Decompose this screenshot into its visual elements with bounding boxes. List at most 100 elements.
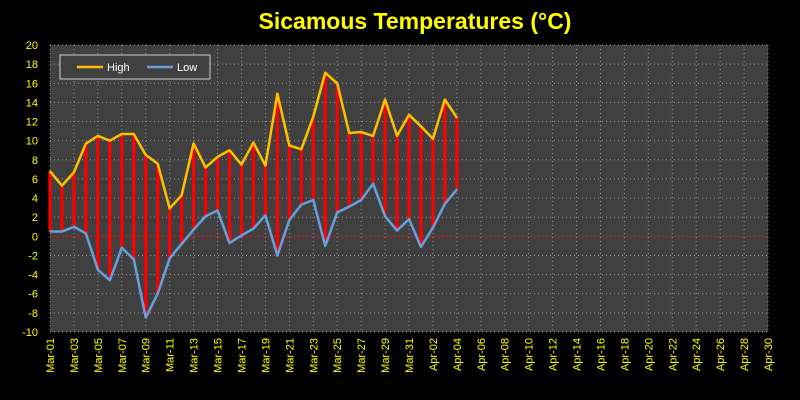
data-point-high xyxy=(288,144,291,147)
data-point-low xyxy=(420,246,422,248)
x-tick-label: Mar-31 xyxy=(404,338,416,373)
x-tick-label: Apr-12 xyxy=(548,338,560,371)
data-point-high xyxy=(360,131,362,133)
data-point-low xyxy=(144,316,147,319)
x-tick-label: Mar-21 xyxy=(284,338,296,373)
x-tick-label: Mar-01 xyxy=(45,338,57,373)
data-point-low xyxy=(168,257,171,260)
data-point-high xyxy=(144,154,147,156)
x-tick-label: Apr-14 xyxy=(572,338,584,371)
data-point-low xyxy=(384,215,386,218)
data-point-high xyxy=(324,71,327,74)
x-tick-label: Mar-23 xyxy=(308,338,320,373)
data-point-low xyxy=(444,203,446,205)
x-tick-label: Apr-16 xyxy=(595,338,607,371)
data-point-high xyxy=(49,170,51,173)
x-tick-label: Mar-15 xyxy=(213,338,225,373)
data-point-high xyxy=(252,141,255,144)
data-point-high xyxy=(444,98,446,101)
y-tick-label: 16 xyxy=(26,78,38,90)
data-point-low xyxy=(324,245,327,247)
data-point-low xyxy=(180,243,183,245)
legend-label-low: Low xyxy=(177,62,197,74)
data-point-low xyxy=(121,247,123,249)
x-tick-label: Apr-22 xyxy=(667,338,679,371)
data-point-high xyxy=(240,163,243,166)
data-point-high xyxy=(121,133,123,135)
x-axis-ticks: Mar-01 Mar-03 Mar-05 Mar-07 Mar-09 Mar-11 Mar-… xyxy=(45,338,775,373)
data-point-high xyxy=(372,135,374,137)
data-point-low xyxy=(192,228,195,231)
data-point-low xyxy=(97,269,99,271)
legend-label-high: High xyxy=(107,62,130,74)
data-point-high xyxy=(276,92,279,95)
x-tick-label: Mar-25 xyxy=(332,338,344,373)
data-point-low xyxy=(49,230,51,233)
data-point-high xyxy=(396,135,398,137)
data-point-low xyxy=(288,219,291,221)
data-point-low xyxy=(360,199,362,201)
data-point-high xyxy=(156,162,159,165)
y-tick-label: 6 xyxy=(32,174,38,186)
y-tick-label: 2 xyxy=(32,212,38,224)
data-point-low xyxy=(228,242,231,244)
data-point-low xyxy=(432,226,434,229)
data-point-high xyxy=(312,115,315,118)
data-point-high xyxy=(432,137,434,140)
x-tick-label: Apr-24 xyxy=(691,338,703,371)
data-point-high xyxy=(204,166,207,169)
x-tick-label: Mar-29 xyxy=(380,338,392,373)
x-tick-label: Mar-11 xyxy=(165,338,177,372)
x-tick-label: Apr-06 xyxy=(476,338,488,371)
chart-title: Sicamous Temperatures (°C) xyxy=(258,8,572,34)
data-point-high xyxy=(109,139,111,142)
x-tick-label: Mar-13 xyxy=(189,338,201,373)
data-point-high xyxy=(348,132,350,134)
data-point-high xyxy=(456,116,458,119)
data-point-high xyxy=(420,125,422,128)
x-tick-label: Mar-07 xyxy=(117,338,129,373)
data-point-high xyxy=(264,164,267,167)
data-point-low xyxy=(61,230,63,233)
data-point-low xyxy=(156,292,159,295)
x-tick-label: Apr-18 xyxy=(619,338,631,371)
x-tick-label: Mar-17 xyxy=(236,338,248,373)
data-point-high xyxy=(384,98,386,101)
data-point-low xyxy=(109,279,111,282)
data-point-low xyxy=(204,215,207,218)
data-point-high xyxy=(336,82,339,85)
data-point-high xyxy=(300,148,303,151)
x-tick-label: Apr-26 xyxy=(715,338,727,371)
data-point-low xyxy=(73,225,75,228)
data-point-high xyxy=(73,171,75,174)
y-tick-label: -6 xyxy=(28,289,38,301)
x-tick-label: Apr-04 xyxy=(452,338,464,371)
data-point-high xyxy=(168,207,171,210)
data-point-low xyxy=(372,182,374,185)
x-tick-label: Apr-30 xyxy=(763,338,775,371)
x-tick-label: Apr-10 xyxy=(524,338,536,371)
data-point-high xyxy=(85,142,87,145)
data-point-low xyxy=(216,209,219,212)
data-point-low xyxy=(85,232,87,235)
y-tick-label: -2 xyxy=(28,250,38,262)
y-tick-label: 12 xyxy=(26,117,38,129)
data-point-low xyxy=(456,188,458,191)
y-tick-label: -8 xyxy=(28,308,38,320)
data-point-high xyxy=(180,194,183,196)
data-point-low xyxy=(348,205,350,208)
data-point-low xyxy=(408,218,410,220)
x-tick-label: Apr-28 xyxy=(739,338,751,371)
data-point-low xyxy=(336,211,339,214)
data-point-low xyxy=(396,229,398,232)
legend: High Low xyxy=(59,54,211,80)
data-point-low xyxy=(132,258,135,261)
x-tick-label: Mar-27 xyxy=(356,338,368,373)
x-tick-label: Apr-02 xyxy=(428,338,440,371)
data-point-low xyxy=(312,199,315,201)
data-point-low xyxy=(252,227,255,230)
range-bars xyxy=(48,72,459,318)
